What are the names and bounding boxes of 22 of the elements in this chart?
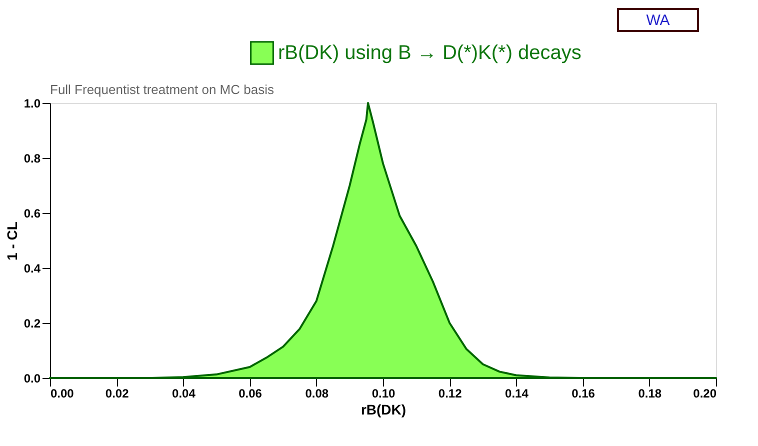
- y-tick-label: 0.2: [24, 316, 41, 330]
- x-tick-label: 0.16: [572, 386, 596, 400]
- text: WA: [646, 12, 670, 29]
- legend-label: rB(DK) using B → D(*)K(*) decays: [278, 42, 582, 64]
- y-tick-label: 0.6: [24, 206, 41, 220]
- x-tick-label: 0.02: [105, 386, 130, 400]
- x-tick-label: 0.10: [372, 386, 396, 400]
- x-tick-label: 0.08: [305, 386, 329, 400]
- y-tick-label: 0.4: [24, 262, 41, 276]
- x-tick-label: 0.20: [693, 386, 717, 400]
- y-axis-title: 1 - CL: [4, 221, 20, 260]
- x-tick-label: 0.18: [638, 386, 662, 400]
- y-tick-label: 1.0: [24, 96, 41, 110]
- x-axis-title: rB(DK): [360, 402, 406, 418]
- x-tick-label: 0.06: [238, 386, 262, 400]
- x-tick-label: 0.14: [505, 386, 529, 400]
- x-tick-label: 0.12: [438, 386, 462, 400]
- y-tick-label: 0.8: [24, 152, 41, 166]
- x-tick-label: 0.04: [172, 386, 196, 400]
- chart-subtitle: Full Frequentist treatment on MC basis: [50, 82, 274, 97]
- y-tick-label: 0.0: [24, 372, 41, 386]
- x-tick-label: 0.00: [50, 386, 74, 400]
